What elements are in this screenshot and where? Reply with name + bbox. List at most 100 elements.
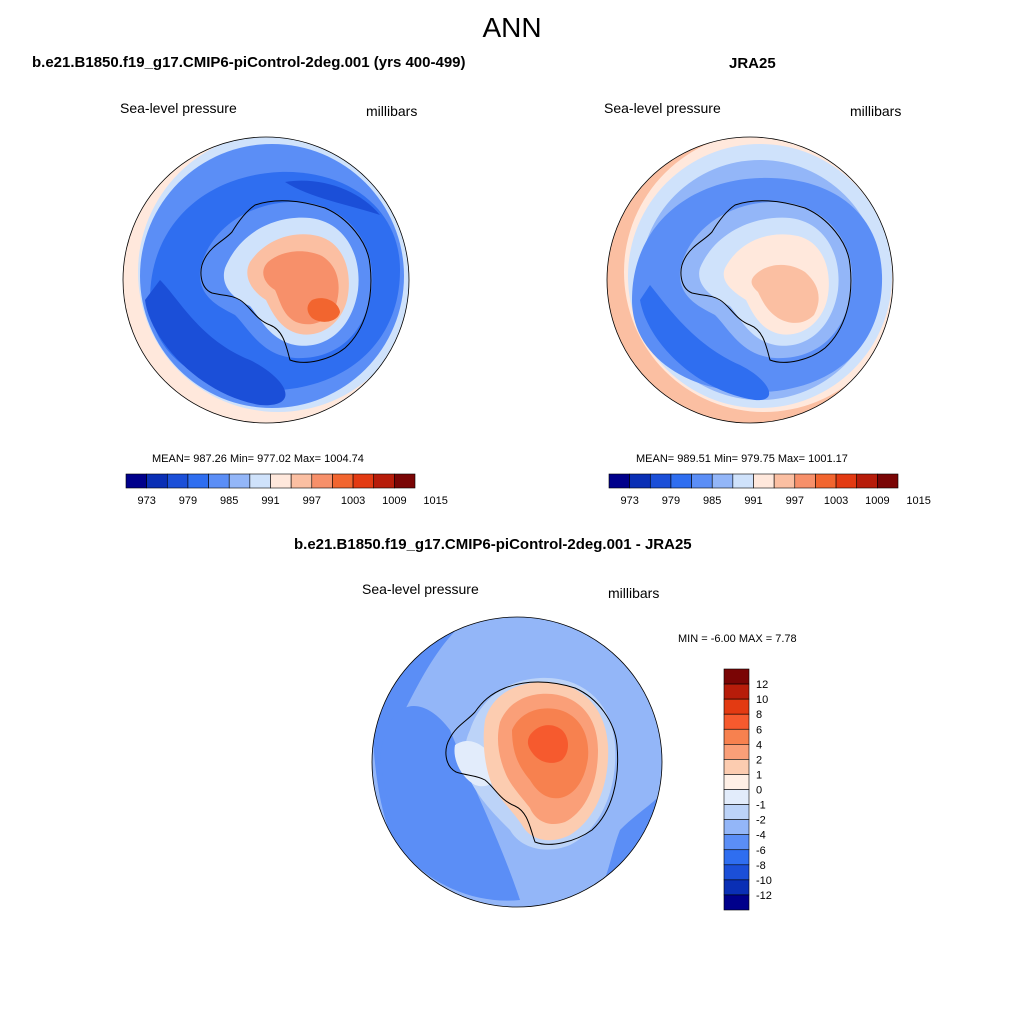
panel1-map-border xyxy=(122,136,410,424)
panel3-colorbar-tick-label: -4 xyxy=(756,830,766,842)
panel2-field-low-west xyxy=(640,285,770,401)
panel2-colorbar-tick-label: 997 xyxy=(786,495,804,507)
panel1-colorbar-cell xyxy=(352,473,375,489)
panel3-colorbar-cell xyxy=(723,744,750,760)
panel2-stats: MEAN= 989.51 Min= 979.75 Max= 1001.17 xyxy=(636,453,848,465)
panel3-field-south-minus4 xyxy=(380,706,520,901)
panel1-colorbar-cell xyxy=(125,473,147,489)
panel1-colorbar-cell xyxy=(187,473,209,489)
panel3-colorbar-cell xyxy=(723,683,750,700)
panel3-colorbar-cell xyxy=(723,819,750,835)
panel3-colorbar-cell xyxy=(723,668,750,685)
panel3-colorbar-cell xyxy=(723,894,750,911)
panel1-field-max xyxy=(307,298,340,322)
panel3-colorbar-cell xyxy=(723,849,750,866)
panel2-colorbar-tick-label: 979 xyxy=(662,495,680,507)
panel1-colorbar-cell xyxy=(332,473,354,489)
panel3-colorbar-tick-label: 6 xyxy=(756,724,762,736)
panel3-colorbar-cell xyxy=(723,864,750,881)
panel3-title: b.e21.B1850.f19_g17.CMIP6-piControl-2deg… xyxy=(294,536,692,553)
panel2-colorbar-cell xyxy=(608,473,630,489)
panel2-colorbar-cell xyxy=(835,473,858,489)
panel1-colorbar-cell xyxy=(311,473,333,489)
panel3-colorbar-tick-label: 10 xyxy=(756,694,768,706)
panel1-stats: MEAN= 987.26 Min= 977.02 Max= 1004.74 xyxy=(152,453,364,465)
panel3-field-max xyxy=(527,725,568,763)
panel2-colorbar: 973 979 985 991 997 1003 1009 1015 xyxy=(608,473,931,507)
panel3-field-east-minus4 xyxy=(600,790,662,890)
panel3-colorbar-tick-label: -10 xyxy=(756,875,772,887)
panel1-colorbar-cell xyxy=(228,473,251,489)
panel1-colorbar-tick-label: 1015 xyxy=(423,495,447,507)
panel3-colorbar-cell xyxy=(723,728,750,745)
panel3-colorbar-cell xyxy=(723,759,750,775)
panel2-colorbar-cell xyxy=(773,473,796,489)
panel2-map-border xyxy=(606,136,894,424)
panel2-colorbar-cell xyxy=(670,473,692,489)
panel1-title: b.e21.B1850.f19_g17.CMIP6-piControl-2deg… xyxy=(32,54,466,71)
panel2-colorbar-tick-label: 991 xyxy=(744,495,762,507)
panel2-colorbar-cell xyxy=(753,473,775,489)
panel2-units-label: millibars xyxy=(850,103,902,119)
panel3-colorbar-cell xyxy=(723,804,750,820)
panel2-colorbar-cell xyxy=(856,473,878,489)
panel2-colorbar-tick-label: 1015 xyxy=(906,495,930,507)
panel1-colorbar-cell xyxy=(290,473,313,489)
panel3-colorbar-cell xyxy=(723,774,750,790)
panel3-colorbar-cell xyxy=(723,789,750,805)
panel3-colorbar-tick-label: 4 xyxy=(756,739,762,751)
panel1-field-low-west xyxy=(145,280,286,406)
panel2-colorbar-tick-label: 973 xyxy=(620,495,638,507)
panel1-units-label: millibars xyxy=(366,103,418,119)
panel3-colorbar-tick-label: -6 xyxy=(756,845,766,857)
panel3-colorbar-tick-label: -12 xyxy=(756,890,772,902)
panel1-colorbar: 973 979 985 991 997 1003 1009 1015 xyxy=(125,473,448,507)
panel3-variable-label: Sea-level pressure xyxy=(362,581,479,597)
panel3-colorbar-tick-label: -1 xyxy=(756,800,766,812)
panel2-colorbar-cell xyxy=(877,473,899,489)
panel3-map xyxy=(372,617,662,907)
panel1-coastline xyxy=(200,200,372,363)
panel2-colorbar-cell xyxy=(649,473,672,489)
panel1-colorbar-cell xyxy=(394,473,416,489)
panel2-colorbar-tick-label: 1009 xyxy=(865,495,889,507)
panel2-colorbar-cell xyxy=(711,473,734,489)
panel3-stats: MIN = -6.00 MAX = 7.78 xyxy=(678,633,797,645)
panel3-colorbar-tick-label: 12 xyxy=(756,679,768,691)
panel2-map xyxy=(607,137,893,423)
panel1-colorbar-tick-label: 985 xyxy=(220,495,238,507)
panel1-colorbar-cell xyxy=(249,473,271,489)
panel1-variable-label: Sea-level pressure xyxy=(120,100,237,116)
panel1-colorbar-cell xyxy=(146,473,168,489)
panel2-coastline xyxy=(680,200,852,363)
panel1-colorbar-tick-label: 1003 xyxy=(341,495,365,507)
panel1-colorbar-tick-label: 973 xyxy=(137,495,155,507)
panel3-colorbar-cell xyxy=(723,713,750,730)
panel2-colorbar-tick-label: 985 xyxy=(703,495,721,507)
panel1-colorbar-cell xyxy=(208,473,230,489)
panel3-colorbar-cell xyxy=(723,698,750,715)
panel3-colorbar-tick-label: 1 xyxy=(756,769,762,781)
panel3-colorbar-cell xyxy=(723,834,750,851)
panel1-colorbar-tick-label: 979 xyxy=(179,495,197,507)
panel2-colorbar-cell xyxy=(732,473,754,489)
panel3-colorbar-tick-label: 8 xyxy=(756,709,762,721)
panel2-colorbar-cell xyxy=(794,473,816,489)
figure-title: ANN xyxy=(482,12,542,43)
panel1-colorbar-tick-label: 1009 xyxy=(382,495,406,507)
panel1-colorbar-tick-label: 991 xyxy=(261,495,279,507)
panel2-colorbar-cell xyxy=(629,473,651,489)
panel2-colorbar-cell xyxy=(815,473,837,489)
panel2-colorbar-tick-label: 1003 xyxy=(824,495,848,507)
panel1-colorbar-cell xyxy=(166,473,189,489)
panel2-colorbar-cell xyxy=(691,473,713,489)
panel3-colorbar-tick-label: -2 xyxy=(756,815,766,827)
panel1-map xyxy=(123,137,409,423)
panel1-colorbar-cell xyxy=(373,473,395,489)
panel3-colorbar-cell xyxy=(723,879,750,896)
panel2-field-max xyxy=(751,264,819,323)
panel3-map-border xyxy=(371,616,663,908)
panel3-colorbar-tick-label: -8 xyxy=(756,860,766,872)
